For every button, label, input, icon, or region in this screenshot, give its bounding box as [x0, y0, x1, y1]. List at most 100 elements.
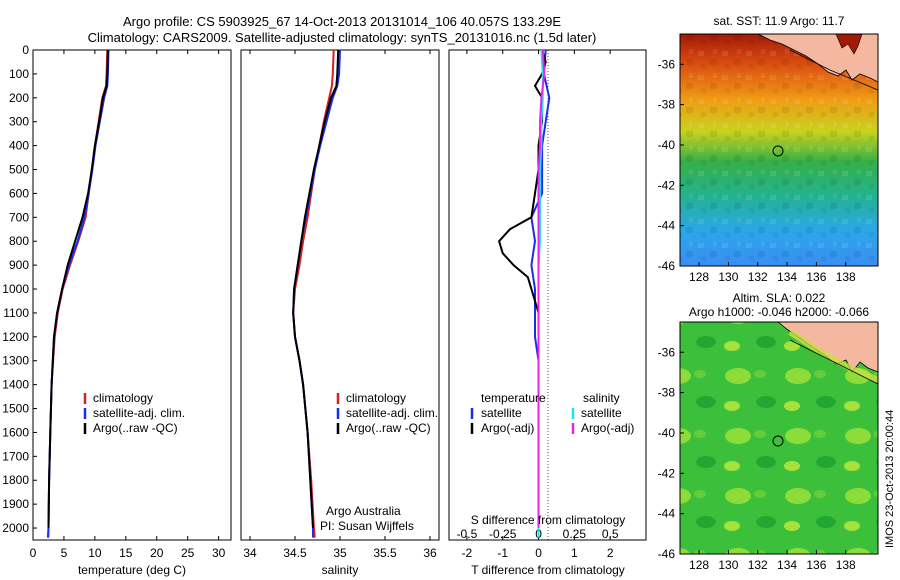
argo-location-marker	[772, 145, 784, 157]
depth-tick-label: 200	[9, 91, 29, 105]
depth-tick-label: 400	[9, 139, 29, 153]
argo-location-marker-sla	[772, 435, 784, 447]
x-tick-label: 30	[212, 546, 226, 560]
s-diff-tick-label: -0.25	[489, 527, 517, 541]
lon-tick-label: 130	[718, 558, 738, 572]
s-difference-axis-label: S difference from climatology	[471, 513, 626, 527]
t-difference-axis: -2 -1 0 1 2	[462, 50, 614, 560]
depth-tick-label: 1000	[2, 282, 29, 296]
difference-legend: temperaturesatelliteArgo(-adj)salinitysa…	[470, 391, 634, 435]
lon-tick-label: 136	[806, 558, 826, 572]
depth-tick-label: 1600	[2, 425, 29, 439]
imos-watermark: IMOS 23-Oct-2013 20:00:44	[884, 410, 896, 548]
lat-tick-label: -44	[658, 507, 676, 521]
legend-label: Argo(-adj)	[481, 421, 534, 435]
sst-coastline-land	[757, 33, 879, 83]
depth-tick-label: 1300	[2, 354, 29, 368]
argo-australia-label: Argo Australia	[326, 504, 401, 518]
legend-label: Argo(-adj)	[581, 421, 634, 435]
lon-tick-label: 128	[689, 558, 709, 572]
salinity-series	[292, 49, 341, 538]
lon-tick-label: 134	[777, 270, 797, 284]
s-diff-tick-label: 0.5	[602, 527, 619, 541]
legend-heading-salinity: salinity	[583, 391, 620, 405]
temperature-axis: 0 5 10 15 20 25 30	[30, 50, 226, 560]
sst-map-title: sat. SST: 11.9 Argo: 11.7	[714, 14, 845, 28]
lon-tick-label: 138	[836, 558, 856, 572]
depth-tick-label: 700	[9, 210, 29, 224]
pi-name-label: PI: Susan Wijffels	[320, 519, 414, 533]
t-diff-tick-label: -2	[462, 546, 473, 560]
depth-tick-label: 1200	[2, 330, 29, 344]
series-line-2	[47, 49, 109, 529]
x-tick-label: 36	[423, 546, 437, 560]
diff-series-line-3	[537, 49, 546, 528]
sla-map-panel: Altim. SLA: 0.022 Argo h1000: -0.046 h20…	[658, 291, 880, 572]
sla-map-title-line2: Argo h1000: -0.046 h2000: -0.066	[689, 305, 869, 319]
difference-panel: -2 -1 0 1 2 -0.5 -0.25 0 0.25 0.5 temperaturesat…	[448, 49, 647, 577]
figure-title-line2: Climatology: CARS2009. Satellite-adjuste…	[88, 30, 597, 45]
depth-tick-label: 1700	[2, 449, 29, 463]
depth-tick-label: 500	[9, 163, 29, 177]
x-tick-label: 34.5	[283, 546, 307, 560]
lon-tick-label: 136	[806, 270, 826, 284]
x-tick-label: 25	[181, 546, 195, 560]
depth-tick-label: 1900	[2, 497, 29, 511]
x-tick-label: 20	[150, 546, 164, 560]
lat-tick-label: -38	[658, 98, 676, 112]
legend-heading-temperature: temperature	[481, 391, 546, 405]
salinity-profile-panel: 34 34.5 35 35.5 36 climatologysatellite-adj.…	[240, 49, 440, 577]
lon-tick-label: 138	[836, 270, 856, 284]
depth-tick-label: 1500	[2, 402, 29, 416]
depth-axis: 0 100 200 300 400 500 600 700 800 900 1000 1100 1200…	[2, 43, 37, 535]
lon-tick-label: 130	[718, 270, 738, 284]
legend-label: Argo(..raw -QC)	[346, 421, 431, 435]
sst-map-frame	[679, 33, 879, 267]
sst-map-panel: sat. SST: 11.9 Argo: 11.7 128 130 132 134 13…	[658, 14, 879, 284]
temperature-series	[46, 49, 110, 538]
x-tick-label: 35	[333, 546, 347, 560]
lat-tick-label: -44	[658, 219, 676, 233]
x-tick-label: 15	[119, 546, 133, 560]
depth-tick-label: 0	[22, 43, 29, 57]
lat-tick-label: -40	[658, 138, 676, 152]
salinity-axis: 34 34.5 35 35.5 36	[243, 50, 437, 560]
legend-label: satellite-adj. clim.	[93, 406, 185, 420]
t-diff-tick-label: 0	[535, 546, 542, 560]
t-diff-tick-label: -1	[497, 546, 508, 560]
x-tick-label: 10	[88, 546, 102, 560]
series-line-2	[292, 49, 340, 529]
sst-coastline-line	[789, 49, 879, 91]
difference-axes-frame	[448, 49, 647, 541]
lat-tick-label: -46	[658, 547, 676, 561]
depth-tick-label: 900	[9, 258, 29, 272]
sla-coastline-shelf	[788, 329, 880, 383]
t-difference-axis-label: T difference from climatology	[471, 563, 625, 577]
legend-label: climatology	[346, 391, 406, 405]
lat-tick-label: -42	[658, 178, 676, 192]
depth-tick-label: 600	[9, 186, 29, 200]
legend-label: satellite	[581, 406, 622, 420]
salinity-axis-label: salinity	[322, 563, 359, 577]
x-tick-label: 5	[61, 546, 68, 560]
depth-tick-label: 1100	[3, 306, 29, 320]
depth-tick-label: 300	[9, 115, 29, 129]
legend-label: Argo(..raw -QC)	[93, 421, 178, 435]
sla-map-axes: 128 130 132 134 136 138 -36 -38 -40 -42 -44 -46	[658, 345, 856, 572]
x-tick-label: 34	[243, 546, 257, 560]
depth-tick-label: 2000	[2, 521, 29, 535]
s-diff-tick-label: 0.25	[563, 527, 587, 541]
lat-tick-label: -36	[658, 345, 676, 359]
legend-label: climatology	[93, 391, 153, 405]
temperature-profile-panel: 0100200300400500600700800900100011001200…	[2, 43, 232, 577]
lon-tick-label: 132	[748, 558, 768, 572]
lon-tick-label: 132	[748, 270, 768, 284]
lat-tick-label: -38	[658, 386, 676, 400]
x-tick-label: 35.5	[373, 546, 397, 560]
difference-series	[498, 49, 551, 538]
lat-tick-label: -40	[658, 426, 676, 440]
depth-tick-label: 100	[9, 67, 29, 81]
